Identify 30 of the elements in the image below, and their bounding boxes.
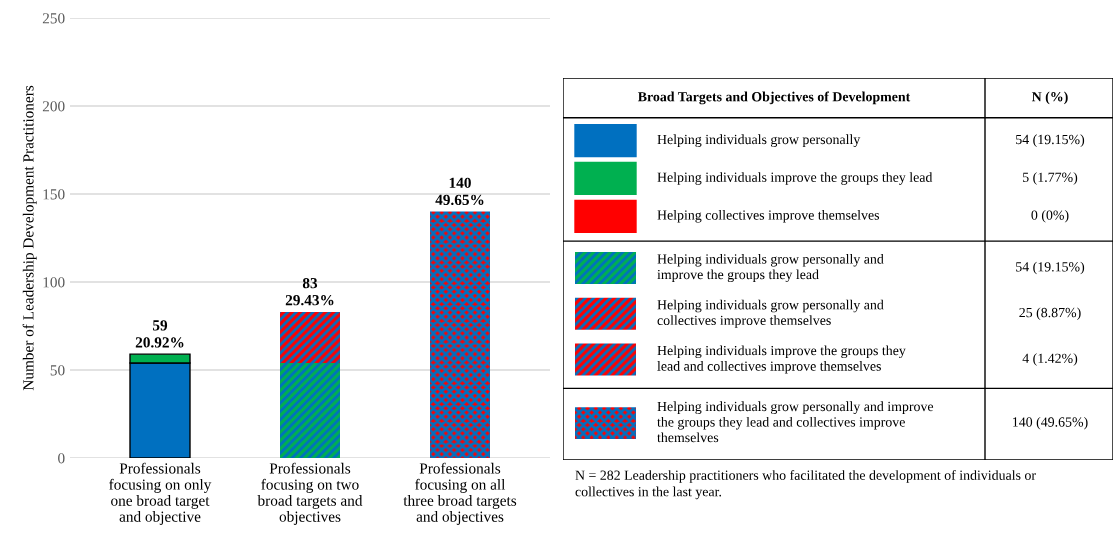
y-tick-label: 0 [58, 453, 65, 464]
x-tick-label: Professionals focusing on only one broad target and objective [109, 462, 212, 525]
total-label: 59 20.92% [135, 320, 184, 348]
text: 0 (0%) [1031, 209, 1069, 223]
text: 5 (1.77%) [1023, 172, 1078, 185]
text: 140 (49.65%) [1013, 416, 1088, 430]
text: 54 (19.15%) [1016, 261, 1085, 275]
y-tick-label: 50 [50, 365, 65, 376]
y-axis-title: Number of Leadership Development Practitioners [22, 85, 37, 391]
legend-label: Helping individuals grow personally [657, 134, 861, 147]
x-tick-label: Professionals focusing on two broad targets and objectives [257, 462, 363, 525]
text: 54 (19.15%) [1016, 134, 1085, 147]
legend-label: Helping individuals improve the groups they lead [657, 172, 933, 185]
y-tick-label: 200 [42, 101, 65, 112]
y-tick-label: 150 [43, 189, 65, 200]
legend-label: Helping individuals improve the groups they lead and collectives improve themselves [657, 345, 906, 374]
text: N = 282 Leadership practitioners who facilitated the development of individuals or collectives in the last year. [575, 470, 1036, 500]
legend-label: Helping individuals grow personally and collectives improve themselves [657, 299, 884, 328]
total-label: 140 49.65% [435, 177, 484, 206]
text: 4 (1.42%) [1022, 353, 1078, 366]
x-tick-label: Professionals focusing on all three broad targets and objectives [403, 462, 517, 525]
y-tick-label: 100 [43, 277, 65, 288]
legend-label: Helping individuals grow personally and improve the groups they lead [657, 253, 884, 283]
text: N (%) [1031, 91, 1068, 105]
y-tick-label: 250 [42, 13, 65, 24]
text: 25 (8.87%) [1019, 307, 1081, 321]
total-label: 83 29.43% [285, 277, 334, 306]
legend-title: Broad Targets and Objectives of Development [637, 91, 911, 105]
legend-label: Helping collectives improve themselves [657, 209, 880, 223]
legend-label: Helping individuals grow personally and improve the groups they lead and collectives improve themselves [657, 401, 934, 443]
